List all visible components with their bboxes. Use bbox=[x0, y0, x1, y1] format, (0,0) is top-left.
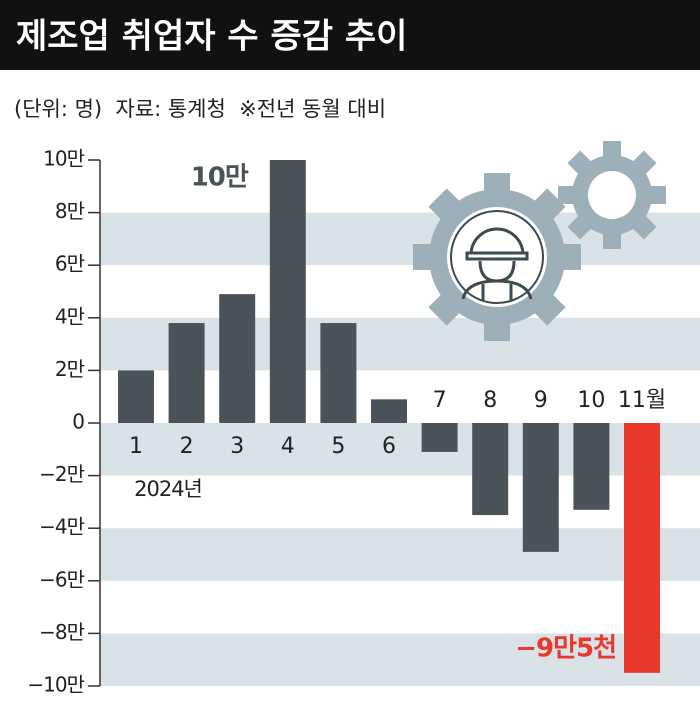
x-tick-label: 8 bbox=[483, 388, 497, 413]
bar bbox=[522, 423, 559, 552]
gear-illustration bbox=[413, 141, 666, 341]
value-label: −9만5천 bbox=[515, 633, 616, 663]
x-tick-label: 2 bbox=[180, 434, 194, 459]
bar bbox=[371, 399, 407, 423]
title-band bbox=[0, 0, 700, 70]
y-tick-label: −2만 bbox=[39, 462, 84, 486]
x-tick-label: 9 bbox=[534, 388, 548, 413]
chart-title: 제조업 취업자 수 증감 추이 bbox=[16, 17, 407, 57]
value-label: 10만 bbox=[191, 163, 249, 193]
grid-band bbox=[100, 580, 700, 634]
bar bbox=[472, 423, 509, 516]
bar bbox=[168, 323, 205, 423]
chart-subtitle: (단위: 명) 자료: 통계청 ※전년 동월 대비 bbox=[14, 97, 386, 121]
bar bbox=[573, 423, 610, 510]
bar bbox=[421, 423, 458, 452]
x-tick-label: 11월 bbox=[618, 388, 666, 413]
y-tick-label: 8만 bbox=[55, 199, 85, 223]
bar bbox=[624, 423, 660, 673]
y-tick-label: 10만 bbox=[43, 147, 84, 171]
bar bbox=[118, 370, 154, 423]
x-tick-label: 1 bbox=[129, 434, 143, 459]
x-tick-label: 10 bbox=[577, 388, 605, 413]
y-tick-label: 2만 bbox=[55, 357, 85, 381]
x-tick-label: 7 bbox=[433, 388, 447, 413]
y-tick-label: −10만 bbox=[27, 673, 84, 697]
small-gear bbox=[558, 141, 666, 249]
y-tick-label: 6만 bbox=[55, 252, 85, 276]
y-tick-label: −4만 bbox=[39, 515, 84, 539]
x-tick-label: 3 bbox=[230, 434, 244, 459]
y-tick-label: −8만 bbox=[39, 620, 84, 644]
grid-band bbox=[100, 265, 700, 318]
bar bbox=[320, 323, 357, 423]
bar bbox=[219, 294, 256, 423]
y-tick-label: −6만 bbox=[39, 567, 84, 591]
x-tick-label: 6 bbox=[382, 434, 396, 459]
year-label: 2024년 bbox=[134, 477, 202, 501]
x-tick-label: 5 bbox=[331, 434, 345, 459]
y-tick-label: 4만 bbox=[55, 304, 85, 328]
large-gear bbox=[413, 173, 581, 341]
y-tick-label: 0 bbox=[72, 410, 84, 434]
bar bbox=[269, 160, 306, 423]
x-tick-label: 4 bbox=[281, 434, 295, 459]
